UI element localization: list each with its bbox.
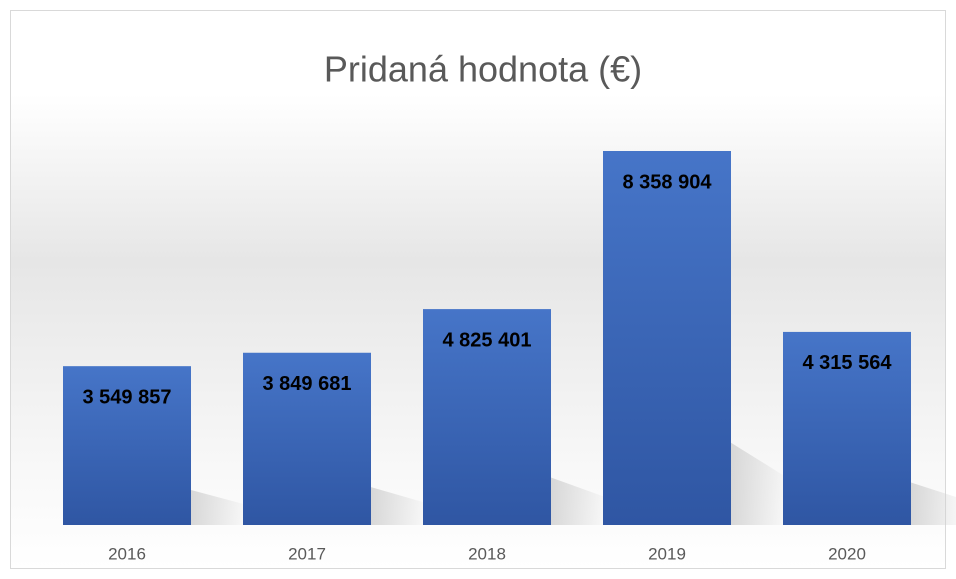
bar xyxy=(63,366,191,525)
bar xyxy=(783,331,911,525)
x-tick-label: 2019 xyxy=(648,544,686,563)
x-tick-label: 2018 xyxy=(468,544,506,563)
bar xyxy=(243,352,371,525)
x-tick-label: 2017 xyxy=(288,544,326,563)
bar-shadow xyxy=(911,482,956,525)
x-tick-label: 2016 xyxy=(108,544,146,563)
chart-title: Pridaná hodnota (€) xyxy=(324,49,642,90)
data-label: 4 825 401 xyxy=(443,329,532,351)
bar-shadow xyxy=(191,490,251,525)
bar xyxy=(603,151,731,525)
data-label: 3 549 857 xyxy=(83,386,172,408)
bar xyxy=(423,309,551,525)
x-tick-label: 2020 xyxy=(828,544,866,563)
data-label: 4 315 564 xyxy=(803,352,893,374)
bar-shadow xyxy=(371,487,431,525)
data-label: 8 358 904 xyxy=(623,171,713,193)
bar-shadow xyxy=(551,477,611,525)
bar-shadow xyxy=(731,442,791,525)
data-label: 3 849 681 xyxy=(263,373,352,395)
